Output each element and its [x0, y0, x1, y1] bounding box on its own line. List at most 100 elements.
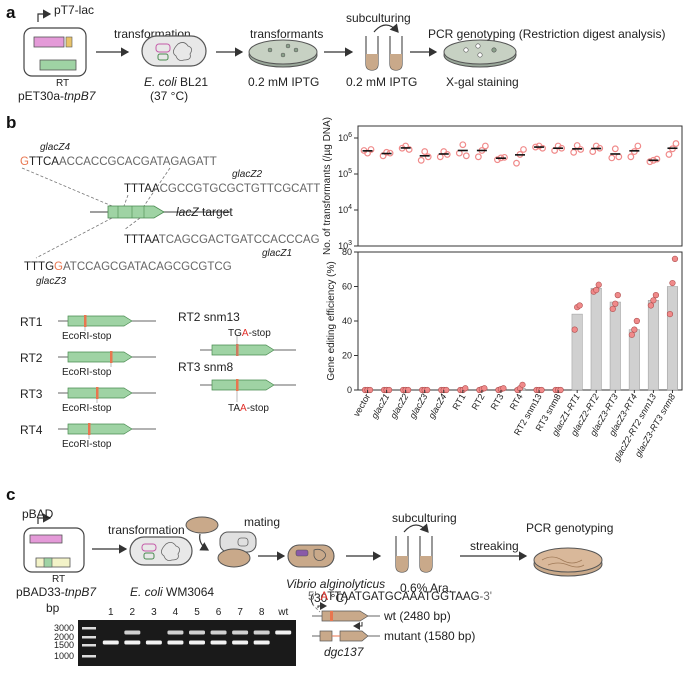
bottom-data-point [557, 386, 564, 394]
rt2-snm13-construct [200, 336, 296, 356]
bottom-data-point [652, 292, 660, 299]
bottom-data-point [669, 279, 676, 287]
plasmid-name: pET30a-tnpB7 [18, 89, 97, 103]
bottom-data-point [666, 311, 674, 318]
rt-edit-site [96, 387, 99, 399]
top-data-point [424, 153, 432, 161]
c-step-pcr: PCR genotyping [526, 521, 613, 535]
wt-band [232, 630, 249, 635]
mutant-band [210, 640, 227, 645]
bottom-data-point [462, 385, 469, 392]
top-data-point [589, 148, 597, 155]
mutant-band [102, 640, 119, 645]
top-data-point [646, 158, 654, 166]
bottom-y-tick: 40 [342, 316, 352, 326]
wt-band [189, 630, 205, 635]
rt-tag-1: EcoRI-stop [62, 331, 112, 342]
x-category-label: RT4 [508, 392, 525, 412]
ecoli-cell [141, 35, 207, 67]
wt-band [167, 630, 184, 635]
bottom-data-point [443, 386, 450, 394]
iptg-label-2: 0.2 mM IPTG [346, 75, 417, 89]
ladder-band [82, 636, 96, 639]
wt-band [124, 630, 141, 635]
glacz1-label: glacZ1 [262, 248, 292, 259]
vibrio-cell [287, 544, 335, 568]
top-data-point [405, 146, 413, 153]
mating-cells [185, 516, 257, 568]
gel-unit-label: bp [46, 601, 60, 615]
top-y-axis-label: No. of transformants (/µg DNA) [322, 117, 333, 255]
bottom-data-point [650, 297, 657, 304]
top-data-point [501, 153, 508, 161]
wt-band [253, 630, 270, 635]
efficiency-bar [647, 300, 659, 391]
top-y-tick: 106 [338, 132, 352, 143]
rt-edit-site [84, 315, 87, 327]
gel-lane-label: 2 [130, 607, 136, 618]
top-data-point [611, 145, 619, 153]
ecoli-label: E. coli BL21 [144, 75, 208, 89]
bottom-data-point [538, 386, 545, 394]
ladder-size-label: 2000 [54, 632, 74, 642]
wt-band [210, 630, 227, 635]
top-plot-frame [357, 125, 683, 247]
dgc137-target-sequence: 5'-ATTAATGATGCAAATGGTAAG-3' [308, 591, 492, 603]
rt3-snm8-name: RT3 snm8 [178, 360, 233, 374]
pbad-label: pBAD [22, 507, 54, 521]
ecoli-temp: (37 °C) [150, 89, 188, 103]
dgc137-locus [311, 602, 380, 642]
bottom-y-axis-label: Gene editing efficiency (%) [326, 261, 337, 380]
vibrio-label: Vibrio alginolyticus [286, 577, 385, 591]
panel-a-plasmid [23, 9, 87, 77]
efficiency-bar [571, 313, 583, 391]
rt2-snm13-name: RT2 snm13 [178, 310, 240, 324]
bottom-data-point [647, 302, 655, 309]
lac-cassette [33, 36, 65, 48]
bottom-data-point [424, 386, 431, 394]
top-data-point [672, 140, 680, 147]
lacz-target [90, 205, 230, 219]
step-pcr-genotyping: PCR genotyping (Restriction digest analy… [428, 27, 665, 41]
mutant-band [189, 640, 205, 645]
rt-edit-site [110, 351, 113, 363]
mutant-band [232, 640, 249, 645]
xgal-plate [443, 39, 517, 68]
x-category-label: RT1 [450, 392, 467, 412]
efficiency-bar [666, 286, 678, 391]
rt-gene [67, 315, 133, 327]
rt-gene [67, 351, 133, 363]
efficiency-bar [628, 329, 640, 391]
bottom-y-tick: 80 [342, 247, 352, 257]
wt-band [275, 630, 292, 635]
tnpb-cassette [39, 59, 77, 71]
bottom-data-point [631, 326, 638, 333]
top-data-point [367, 146, 375, 153]
rt3-snm8-construct [200, 379, 296, 402]
bottom-data-point [595, 281, 602, 288]
c-step-transformation: transformation [108, 523, 185, 537]
ladder-band [82, 655, 96, 658]
panel-c-plasmid [23, 513, 85, 573]
gel-lane-label: 5 [194, 607, 200, 618]
streaking-label: streaking [470, 539, 519, 553]
gel-lane-label: 3 [151, 607, 157, 618]
bottom-data-point [519, 381, 526, 388]
gel-lane-label: 1 [108, 607, 114, 618]
efficiency-bar [590, 287, 602, 391]
panel-c-letter: c [6, 485, 15, 504]
rt-tag-4: EcoRI-stop [62, 439, 112, 450]
ladder-band [82, 627, 96, 630]
c-subculture-tubes [395, 523, 433, 573]
ladder-band [82, 644, 96, 647]
top-data-point [539, 144, 546, 152]
glacz1-sequence: TTTAATCAGCGACTGATCCACCCAG [124, 234, 320, 246]
rt-edit-site [88, 423, 91, 435]
c-step-subculturing: subculturing [392, 511, 457, 525]
lacz-target-label: lacZ target [176, 205, 233, 219]
rt-gene [67, 423, 133, 435]
glacz2-label: glacZ2 [232, 169, 262, 180]
